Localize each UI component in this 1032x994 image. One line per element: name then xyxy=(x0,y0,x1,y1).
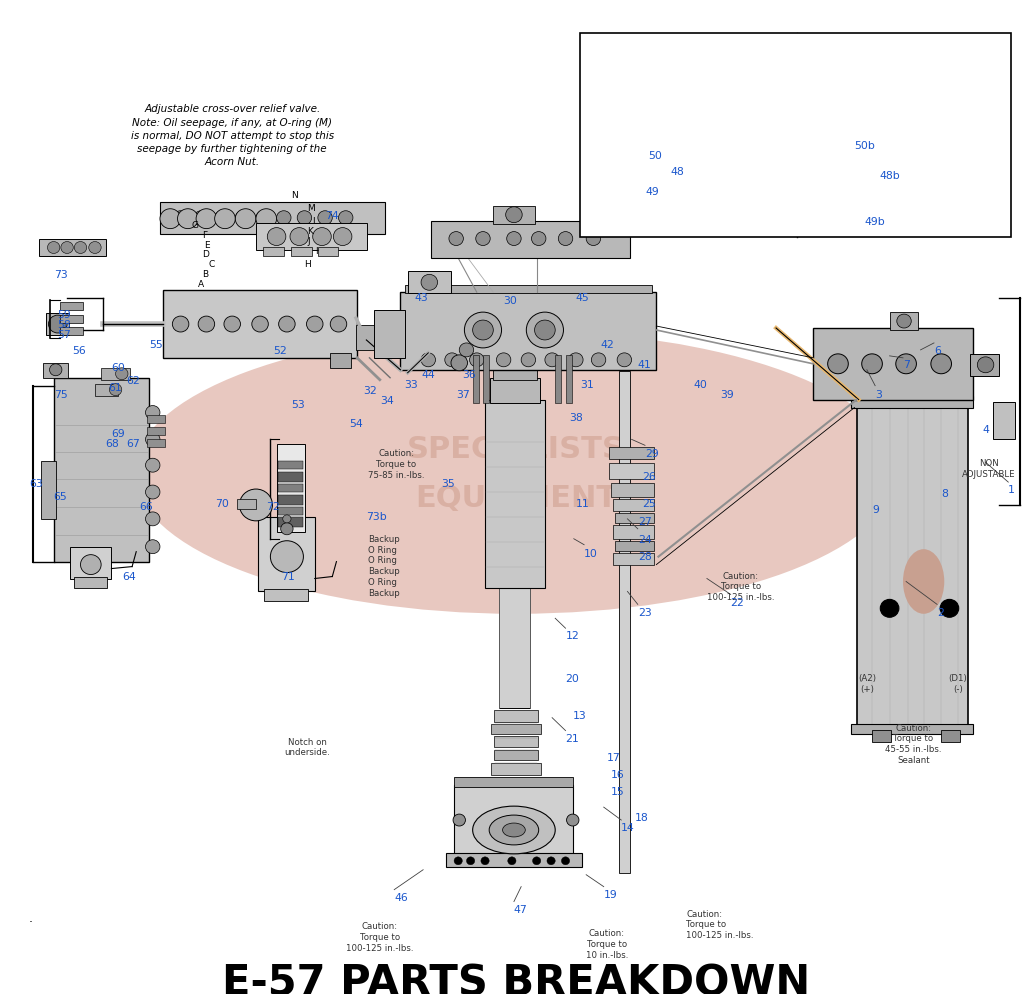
Circle shape xyxy=(977,357,994,373)
Bar xyxy=(613,499,654,511)
Text: H: H xyxy=(304,260,312,269)
Text: 56: 56 xyxy=(72,346,86,356)
Circle shape xyxy=(256,211,270,225)
Bar xyxy=(846,117,869,147)
Circle shape xyxy=(198,316,215,332)
Circle shape xyxy=(297,211,312,225)
Bar xyxy=(74,577,107,588)
Circle shape xyxy=(215,209,235,229)
Circle shape xyxy=(283,515,291,523)
Circle shape xyxy=(421,353,436,367)
Bar xyxy=(277,444,305,532)
Text: Adjustable cross-over relief valve.
Note: Oil seepage, if any, at O-ring (M)
is : Adjustable cross-over relief valve. Note… xyxy=(131,104,333,167)
Bar xyxy=(619,371,630,873)
Text: 2: 2 xyxy=(937,608,944,618)
Circle shape xyxy=(333,228,352,246)
Ellipse shape xyxy=(489,815,539,845)
Text: 14: 14 xyxy=(621,823,635,833)
Text: M: M xyxy=(308,204,316,213)
Circle shape xyxy=(567,814,579,826)
Bar xyxy=(494,750,538,760)
Text: D: D xyxy=(202,250,209,259)
Circle shape xyxy=(146,432,160,446)
Text: 75: 75 xyxy=(54,390,67,400)
Bar xyxy=(54,378,149,562)
Text: 50b: 50b xyxy=(854,141,875,151)
Circle shape xyxy=(338,211,353,225)
Text: 44: 44 xyxy=(421,370,434,380)
Bar xyxy=(95,384,118,396)
Bar xyxy=(635,89,653,99)
Text: 36: 36 xyxy=(462,370,476,380)
Text: 72: 72 xyxy=(266,502,280,512)
Bar xyxy=(278,507,303,515)
Text: 38: 38 xyxy=(570,413,583,422)
Bar xyxy=(615,541,654,551)
Text: 54: 54 xyxy=(349,419,362,429)
Text: 64: 64 xyxy=(122,572,135,581)
Bar xyxy=(356,325,385,350)
Text: 25: 25 xyxy=(642,499,655,509)
Circle shape xyxy=(473,320,493,340)
Text: 31: 31 xyxy=(580,380,593,390)
Text: 39: 39 xyxy=(720,390,734,400)
Bar xyxy=(490,378,540,403)
Circle shape xyxy=(526,312,563,348)
Text: 62: 62 xyxy=(126,376,139,386)
Circle shape xyxy=(828,354,848,374)
Circle shape xyxy=(634,137,654,157)
Bar xyxy=(493,362,537,380)
Circle shape xyxy=(80,555,101,575)
Bar xyxy=(844,217,871,229)
Text: 30: 30 xyxy=(504,296,517,306)
Circle shape xyxy=(172,316,189,332)
Bar xyxy=(613,525,654,539)
Text: 11: 11 xyxy=(576,499,589,509)
Text: (A2)
(+): (A2) (+) xyxy=(858,674,876,694)
Circle shape xyxy=(634,201,654,221)
Circle shape xyxy=(47,242,60,253)
Bar xyxy=(256,223,367,250)
Circle shape xyxy=(252,316,268,332)
Bar xyxy=(493,206,535,224)
Circle shape xyxy=(239,489,272,521)
Bar xyxy=(454,777,573,787)
Ellipse shape xyxy=(503,823,525,837)
Bar xyxy=(813,328,973,400)
Text: Caution:
Torque to
45-55 in.-lbs.
Sealant: Caution: Torque to 45-55 in.-lbs. Sealan… xyxy=(885,724,941,764)
Text: 27: 27 xyxy=(638,517,651,527)
Bar xyxy=(941,730,960,742)
Bar xyxy=(494,736,538,747)
Circle shape xyxy=(844,209,869,233)
Circle shape xyxy=(940,599,959,617)
Text: A: A xyxy=(198,280,204,289)
Bar xyxy=(147,415,165,423)
Circle shape xyxy=(109,384,122,396)
Bar xyxy=(851,396,973,408)
Circle shape xyxy=(481,857,489,865)
Text: C: C xyxy=(208,260,215,269)
Bar xyxy=(851,724,973,734)
Bar xyxy=(41,461,56,519)
Text: Notch on
underside.: Notch on underside. xyxy=(285,738,330,757)
Circle shape xyxy=(277,211,291,225)
Text: 15: 15 xyxy=(611,787,624,797)
Circle shape xyxy=(531,232,546,246)
Circle shape xyxy=(196,209,217,229)
Text: E: E xyxy=(204,241,209,249)
Circle shape xyxy=(330,316,347,332)
Circle shape xyxy=(313,228,331,246)
Text: G: G xyxy=(192,221,199,230)
Bar xyxy=(405,285,652,293)
Bar xyxy=(101,368,130,380)
Bar xyxy=(263,247,284,256)
Text: E-57 PARTS BREAKDOWN: E-57 PARTS BREAKDOWN xyxy=(222,962,810,994)
Text: 67: 67 xyxy=(126,439,139,449)
Bar xyxy=(278,517,303,527)
Circle shape xyxy=(173,211,188,225)
Text: 59: 59 xyxy=(57,310,70,320)
Circle shape xyxy=(307,316,323,332)
Text: 55: 55 xyxy=(150,340,163,350)
Bar xyxy=(291,247,312,256)
Bar xyxy=(46,313,69,335)
